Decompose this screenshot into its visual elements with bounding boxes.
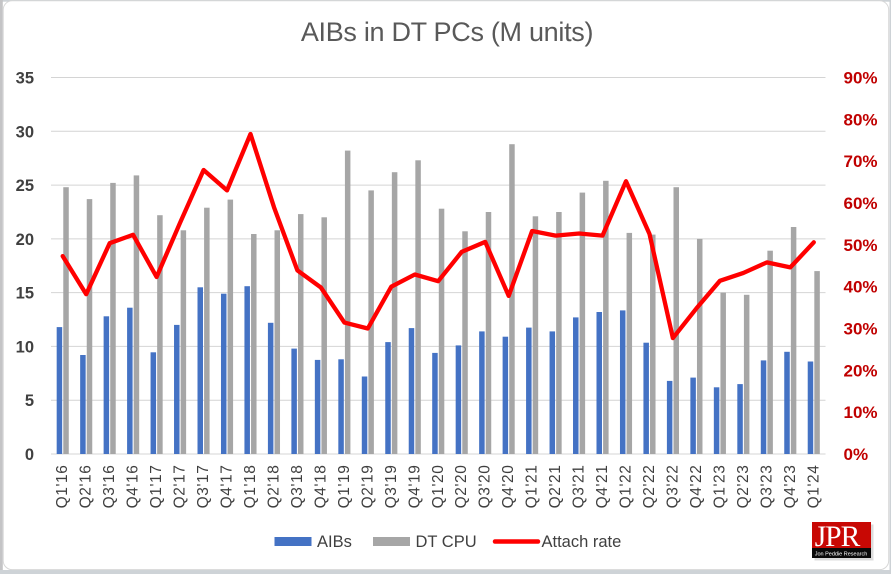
svg-text:Q3'17: Q3'17	[195, 465, 212, 509]
svg-text:30: 30	[16, 123, 34, 141]
svg-text:Q1'16: Q1'16	[54, 465, 71, 509]
svg-text:Q3'19: Q3'19	[383, 465, 400, 509]
svg-text:JPR: JPR	[815, 521, 861, 553]
svg-text:Q1'20: Q1'20	[430, 465, 447, 509]
svg-text:Q4'22: Q4'22	[688, 465, 705, 509]
svg-text:60%: 60%	[844, 194, 878, 213]
svg-text:Q1'19: Q1'19	[336, 465, 353, 509]
svg-text:Q1'24: Q1'24	[805, 465, 822, 509]
svg-text:Q2'23: Q2'23	[735, 465, 752, 509]
svg-text:35: 35	[16, 70, 34, 88]
svg-text:Q4'23: Q4'23	[782, 465, 799, 509]
svg-text:Q4'18: Q4'18	[312, 465, 329, 509]
svg-text:Q3'18: Q3'18	[289, 465, 306, 509]
svg-text:20%: 20%	[844, 361, 878, 380]
svg-text:Attach rate: Attach rate	[542, 533, 622, 551]
svg-text:Q2'17: Q2'17	[172, 465, 189, 509]
svg-text:Q2'22: Q2'22	[641, 465, 658, 509]
svg-text:10: 10	[16, 338, 34, 356]
svg-text:50%: 50%	[844, 236, 878, 255]
svg-text:Q2'19: Q2'19	[359, 465, 376, 509]
svg-text:Q3'22: Q3'22	[664, 465, 681, 509]
svg-text:Q1'23: Q1'23	[711, 465, 728, 509]
svg-text:AIBs in DT PCs (M units): AIBs in DT PCs (M units)	[301, 17, 593, 47]
svg-text:Q2'16: Q2'16	[78, 465, 95, 509]
svg-text:DT CPU: DT CPU	[416, 533, 477, 551]
svg-text:90%: 90%	[844, 69, 878, 88]
svg-text:0%: 0%	[844, 445, 869, 464]
svg-text:Q4'21: Q4'21	[594, 465, 611, 509]
svg-text:AIBs: AIBs	[317, 533, 352, 551]
svg-text:5: 5	[25, 392, 34, 410]
svg-text:Q1'18: Q1'18	[242, 465, 259, 509]
svg-text:40%: 40%	[844, 278, 878, 297]
svg-text:Jon Peddie Research: Jon Peddie Research	[815, 552, 868, 558]
svg-text:Q4'19: Q4'19	[406, 465, 423, 509]
svg-text:70%: 70%	[844, 152, 878, 171]
svg-text:20: 20	[16, 231, 34, 249]
svg-text:Q4'20: Q4'20	[500, 465, 517, 509]
svg-text:Q4'17: Q4'17	[219, 465, 236, 509]
svg-text:25: 25	[16, 177, 34, 195]
svg-text:30%: 30%	[844, 320, 878, 339]
svg-text:0: 0	[25, 446, 34, 464]
svg-text:Q2'21: Q2'21	[547, 465, 564, 509]
svg-text:Q2'20: Q2'20	[453, 465, 470, 509]
svg-text:15: 15	[16, 285, 34, 303]
svg-text:80%: 80%	[844, 110, 878, 129]
svg-text:10%: 10%	[844, 403, 878, 422]
svg-text:Q3'20: Q3'20	[477, 465, 494, 509]
svg-text:Q3'23: Q3'23	[758, 465, 775, 509]
svg-text:Q3'21: Q3'21	[571, 465, 588, 509]
svg-text:Q3'16: Q3'16	[101, 465, 118, 509]
svg-text:Q1'17: Q1'17	[148, 465, 165, 509]
svg-text:Q2'18: Q2'18	[266, 465, 283, 509]
svg-text:Q1'21: Q1'21	[524, 465, 541, 509]
svg-text:Q1'22: Q1'22	[618, 465, 635, 509]
svg-text:Q4'16: Q4'16	[125, 465, 142, 509]
